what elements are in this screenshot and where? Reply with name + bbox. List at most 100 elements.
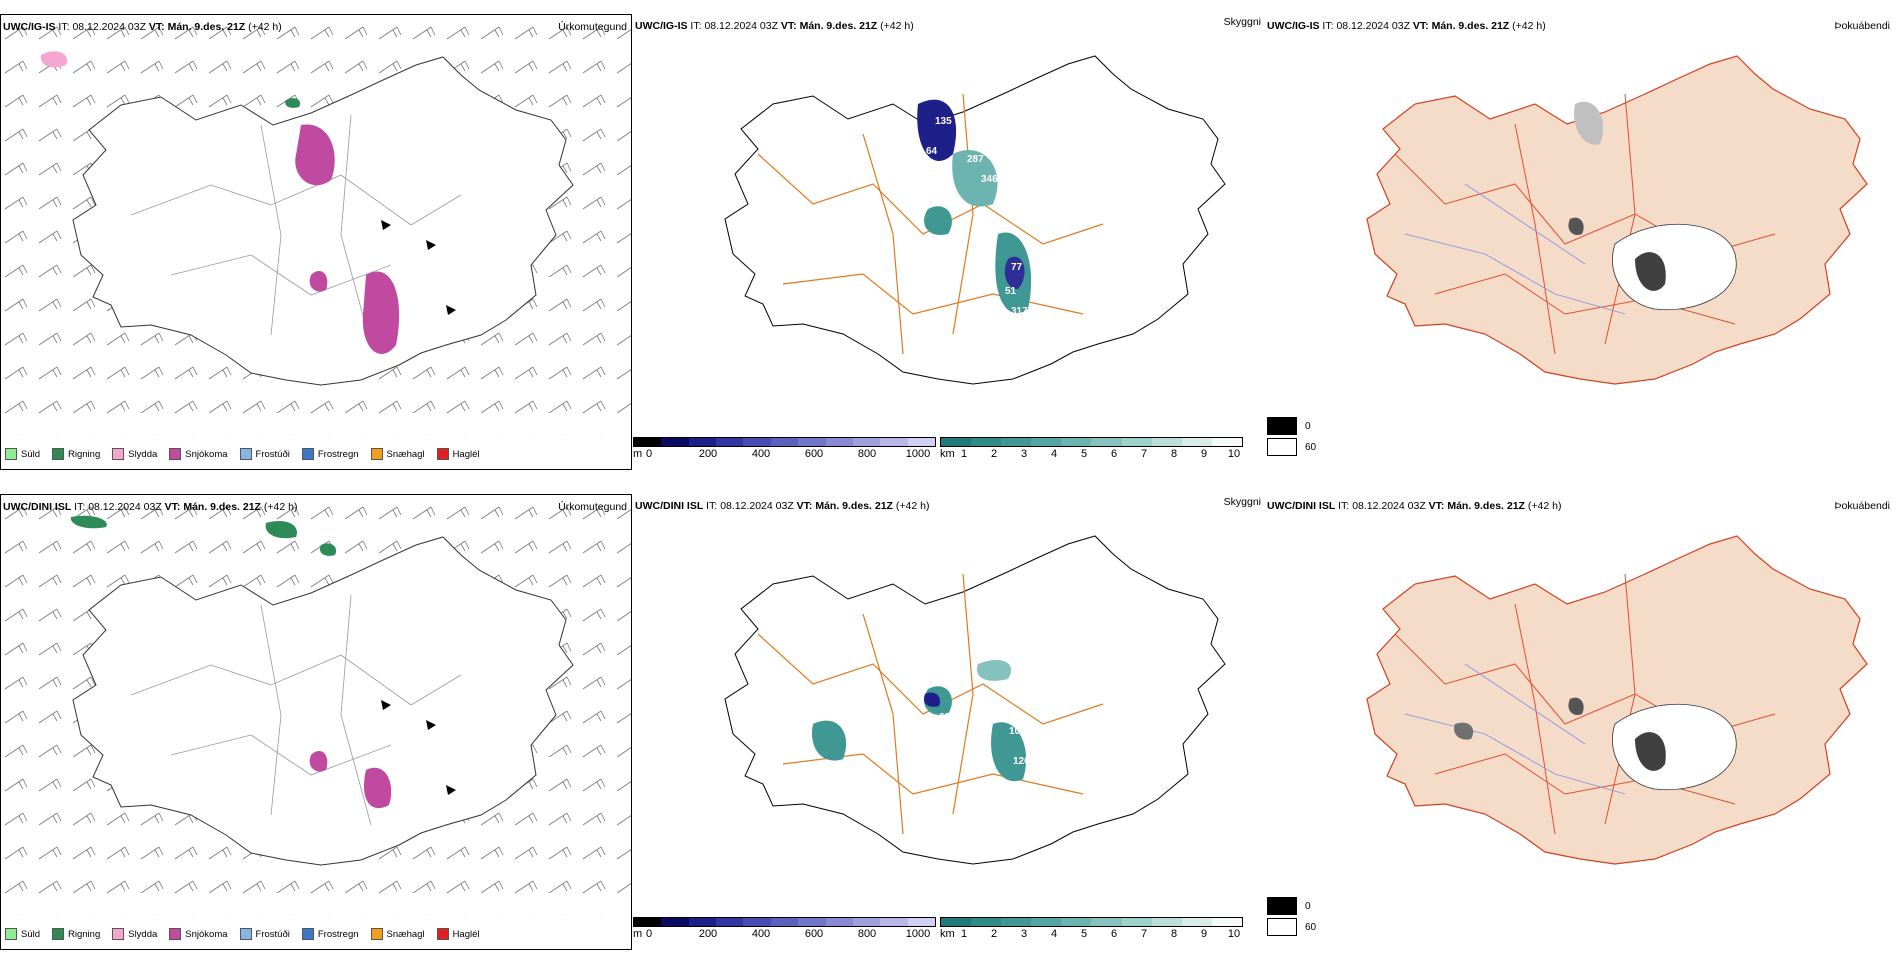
rain-area [319, 543, 337, 556]
colorbar-swatches [940, 437, 1243, 447]
panel-title: UWC/IG-IS IT: 08.12.2024 03Z VT: Mán. 9.… [1267, 20, 1546, 32]
legend-item: Frostúði [239, 928, 290, 940]
colorbar-tick: 4 [1050, 928, 1058, 940]
glacier [1612, 223, 1737, 311]
colorbar-m: m 0 200 400 600 800 1000 [633, 917, 936, 941]
colorbar-km: km 1 2 3 4 5 6 7 8 9 10 [940, 917, 1243, 941]
vis-value-labels: 135 64 287 346 65 77 51 317 62 [926, 116, 1065, 344]
snow-area [309, 270, 328, 292]
panel-type-label: Úrkomutegund [558, 501, 627, 513]
fog-legend-item: 0 [1267, 417, 1316, 435]
legend-swatch [239, 448, 252, 460]
low-vis-area [812, 720, 847, 761]
rain-area [285, 98, 301, 108]
forecast-row-dini: UWC/DINI ISL IT: 08.12.2024 03Z VT: Mán.… [0, 494, 1900, 964]
colorbar-m: m 0 200 400 600 800 1000 [633, 437, 936, 461]
legend-swatch [436, 448, 449, 460]
colorbar-tick: 600 [804, 928, 824, 940]
panel-title: UWC/IG-IS IT: 08.12.2024 03Z VT: Mán. 9.… [635, 20, 914, 32]
colorbar-tick: 6 [1110, 448, 1118, 460]
colorbar-tick: 400 [751, 448, 771, 460]
colorbar-unit: km [940, 928, 955, 940]
rain-area [70, 515, 107, 529]
legend-item: Snæhagl [370, 928, 425, 940]
fog-legend: 0 60 [1267, 894, 1316, 939]
legend-item: Frostregn [301, 448, 359, 460]
visibility-map: 22 201 63 107 126 [724, 535, 1226, 865]
vis-label: 64 [926, 146, 938, 157]
low-vis-area [924, 206, 952, 235]
precip-type-map [1, 15, 631, 435]
colorbar-tick: 5 [1080, 928, 1088, 940]
legend-item: Slydda [112, 448, 157, 460]
visibility-panel: 135 64 287 346 65 77 51 317 62 UWC/IG-IS… [633, 14, 1265, 470]
legend-swatch [169, 928, 182, 940]
colorbar-tick: 800 [857, 448, 877, 460]
vis-label: 317 [1011, 306, 1028, 317]
colorbar-unit: km [940, 448, 955, 460]
fog-index-panel: UWC/IG-IS IT: 08.12.2024 03Z VT: Mán. 9.… [1265, 14, 1900, 470]
fog-area [1454, 722, 1474, 740]
snow-area [295, 124, 335, 186]
legend-swatch [5, 448, 17, 460]
vis-label: 63 [939, 712, 951, 723]
low-cloud-area [923, 692, 941, 707]
legend-item: Slydda [112, 928, 157, 940]
colorbar-tick: 7 [1140, 448, 1148, 460]
colorbar-tick: 1 [960, 928, 968, 940]
panel-type-label: Þokuábendi [1834, 500, 1890, 512]
legend-item: Frostregn [301, 928, 359, 940]
panel-type-label: Skyggni [1223, 496, 1261, 508]
fog-legend-item: 60 [1267, 438, 1316, 456]
fog-area [1635, 252, 1666, 291]
panel-title: UWC/DINI ISL IT: 08.12.2024 03Z VT: Mán.… [635, 500, 930, 512]
vis-label: 287 [967, 154, 984, 165]
colorbar-tick: 1 [960, 448, 968, 460]
sleet-area [40, 51, 67, 68]
legend-item: Snjókoma [169, 448, 228, 460]
colorbar-tick: 8 [1170, 928, 1178, 940]
colorbar-swatches [633, 917, 936, 927]
legend-swatch [301, 448, 314, 460]
snow-area [309, 750, 328, 772]
vis-value-labels: 22 201 63 107 126 [871, 706, 1030, 767]
vis-label: 346 [981, 174, 998, 185]
precip-legend: Súld Rigning Slydda Snjókoma Frostúði Fr… [5, 445, 480, 463]
vis-label: 22 [895, 706, 907, 717]
legend-swatch [112, 928, 125, 940]
colorbar-tick: 10 [1227, 928, 1241, 940]
legend-swatch [52, 448, 65, 460]
colorbar-tick: 8 [1170, 448, 1178, 460]
panel-type-label: Úrkomutegund [558, 21, 627, 33]
colorbar-tick: 200 [698, 448, 718, 460]
fog-swatch [1267, 918, 1297, 936]
colorbar-km: km 1 2 3 4 5 6 7 8 9 10 [940, 437, 1243, 461]
fog-area [1574, 101, 1604, 145]
fog-legend-item: 0 [1267, 897, 1316, 915]
low-cloud-area [1004, 256, 1025, 289]
visibility-panel: 22 201 63 107 126 UWC/DINI ISL IT: 08.12… [633, 494, 1265, 950]
colorbar-tick: 6 [1110, 928, 1118, 940]
legend-swatch [370, 928, 383, 940]
vis-label: 201 [871, 731, 888, 742]
legend-swatch [112, 448, 125, 460]
legend-item: Haglél [436, 448, 480, 460]
vis-label: 135 [935, 116, 952, 127]
fog-area [1635, 732, 1666, 771]
rain-area [265, 520, 297, 539]
vis-label: 126 [1013, 756, 1030, 767]
precip-type-panel: UWC/DINI ISL IT: 08.12.2024 03Z VT: Mán.… [0, 494, 632, 950]
precip-type-panel: UWC/IG-IS IT: 08.12.2024 03Z VT: Mán. 9.… [0, 14, 632, 470]
colorbar-tick: 3 [1020, 928, 1028, 940]
colorbar-tick: 0 [645, 928, 653, 940]
colorbar-tick: 9 [1200, 928, 1208, 940]
colorbar-swatches [633, 437, 936, 447]
fog-swatch [1267, 417, 1297, 435]
vis-label: 51 [1005, 286, 1017, 297]
legend-swatch [239, 928, 252, 940]
vis-label: 107 [1009, 726, 1026, 737]
fog-swatch [1267, 897, 1297, 915]
forecast-row-igis: UWC/IG-IS IT: 08.12.2024 03Z VT: Mán. 9.… [0, 14, 1900, 484]
colorbar-tick: 2 [990, 448, 998, 460]
colorbar-tick: 7 [1140, 928, 1148, 940]
